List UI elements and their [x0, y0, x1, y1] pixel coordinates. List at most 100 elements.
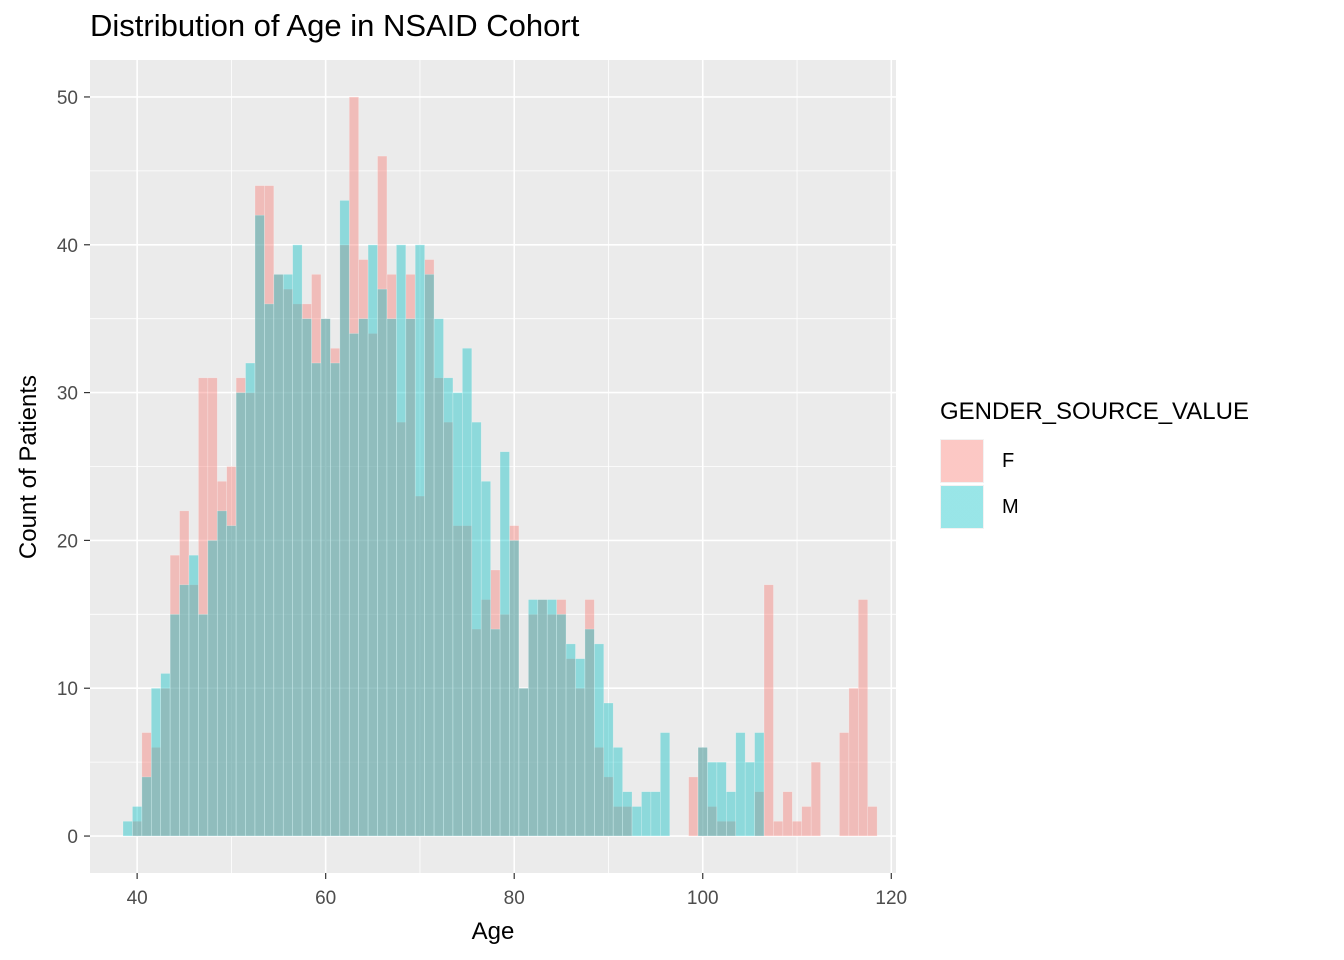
- axes: 40 60 80 100 120 0 10 20 30 40 50: [57, 88, 907, 909]
- bar-m: [330, 362, 341, 837]
- bar-m: [480, 480, 491, 837]
- bar-f: [462, 525, 473, 837]
- bar-m: [207, 540, 218, 837]
- y-tick-label: 50: [57, 88, 78, 109]
- bar-m: [160, 673, 171, 837]
- bar-m: [311, 362, 322, 837]
- bar-f: [245, 392, 256, 837]
- bar-m: [443, 377, 454, 837]
- bar-f: [471, 628, 482, 837]
- bar-m: [169, 614, 180, 837]
- bar-m: [735, 732, 746, 837]
- x-tick-label: 100: [687, 888, 719, 909]
- legend-label-f: F: [1002, 449, 1015, 472]
- bar-m: [150, 687, 162, 837]
- bar-f: [273, 274, 284, 837]
- bar-f: [688, 776, 699, 837]
- legend-swatch-f: [940, 439, 984, 483]
- bar-m: [226, 525, 237, 837]
- bar-f: [848, 687, 859, 837]
- bar-m: [631, 806, 642, 837]
- bar-f: [603, 776, 614, 837]
- bar-m: [650, 791, 661, 837]
- y-tick-label: 40: [57, 236, 78, 257]
- bar-f: [179, 510, 190, 837]
- bar-f: [584, 599, 595, 837]
- bar-m: [292, 244, 303, 837]
- bar-f: [518, 687, 529, 837]
- bar-f: [188, 584, 199, 837]
- legend-title: GENDER_SOURCE_VALUE: [940, 398, 1249, 425]
- bar-m: [433, 318, 444, 837]
- y-axis-title: Count of Patients: [15, 375, 42, 559]
- chart-title: Distribution of Age in NSAID Cohort: [90, 8, 580, 43]
- bar-m: [471, 421, 482, 837]
- bar-m: [141, 776, 152, 837]
- bar-f: [612, 806, 623, 837]
- bar-f: [198, 377, 209, 837]
- bar-f: [537, 599, 548, 837]
- bar-m: [386, 318, 397, 837]
- bar-m: [301, 318, 312, 837]
- bar-m: [462, 347, 473, 837]
- x-tick-label: 40: [127, 888, 148, 909]
- bar-f: [443, 421, 454, 837]
- bar-m: [377, 288, 388, 837]
- bar-f: [509, 525, 520, 837]
- bar-m: [414, 244, 425, 837]
- bar-m: [716, 761, 727, 837]
- bar-f: [565, 658, 576, 837]
- bar-m: [594, 643, 605, 837]
- bar-m: [179, 584, 190, 837]
- bar-f: [264, 185, 275, 837]
- bar-f: [396, 421, 407, 837]
- bar-f: [480, 599, 491, 837]
- y-tick-label: 10: [57, 679, 78, 700]
- bar-f: [716, 820, 727, 837]
- bar-m: [537, 599, 548, 837]
- bar-m: [509, 540, 520, 837]
- bar-m: [367, 244, 378, 837]
- bar-m: [132, 806, 143, 837]
- bar-f: [594, 747, 605, 837]
- bar-f: [339, 244, 350, 837]
- bar-f: [697, 747, 708, 837]
- bar-f: [575, 687, 586, 837]
- bar-m: [556, 614, 567, 837]
- bar-f: [216, 480, 227, 837]
- bar-m: [254, 214, 265, 837]
- legend-label-m: M: [1002, 495, 1019, 518]
- bar-f: [707, 806, 718, 837]
- bar-f: [528, 614, 539, 837]
- bar-f: [810, 761, 821, 837]
- bar-m: [245, 362, 256, 837]
- bar-m: [235, 392, 246, 837]
- bar-m: [565, 643, 576, 837]
- bar-f: [132, 820, 143, 837]
- bar-f: [160, 687, 171, 837]
- bar-f: [546, 614, 557, 837]
- bar-f: [452, 525, 463, 837]
- bar-f: [311, 274, 322, 837]
- bar-m: [188, 554, 199, 837]
- bar-m: [603, 702, 614, 837]
- bar-m: [575, 658, 586, 837]
- bar-f: [839, 732, 850, 837]
- bar-f: [556, 599, 567, 837]
- bar-f: [292, 303, 303, 837]
- bar-m: [358, 318, 369, 837]
- bar-f: [424, 259, 435, 837]
- bar-f: [150, 747, 162, 837]
- x-tick-label: 80: [504, 888, 525, 909]
- bar-m: [348, 333, 359, 837]
- bar-m: [198, 614, 209, 837]
- bar-f: [726, 820, 737, 837]
- bar-m: [697, 747, 708, 837]
- bar-m: [122, 820, 133, 837]
- bar-f: [377, 155, 388, 837]
- x-tick-label: 120: [875, 888, 907, 909]
- bar-f: [386, 274, 397, 837]
- bar-f: [405, 274, 416, 837]
- bar-m: [320, 318, 331, 837]
- bar-f: [622, 806, 633, 837]
